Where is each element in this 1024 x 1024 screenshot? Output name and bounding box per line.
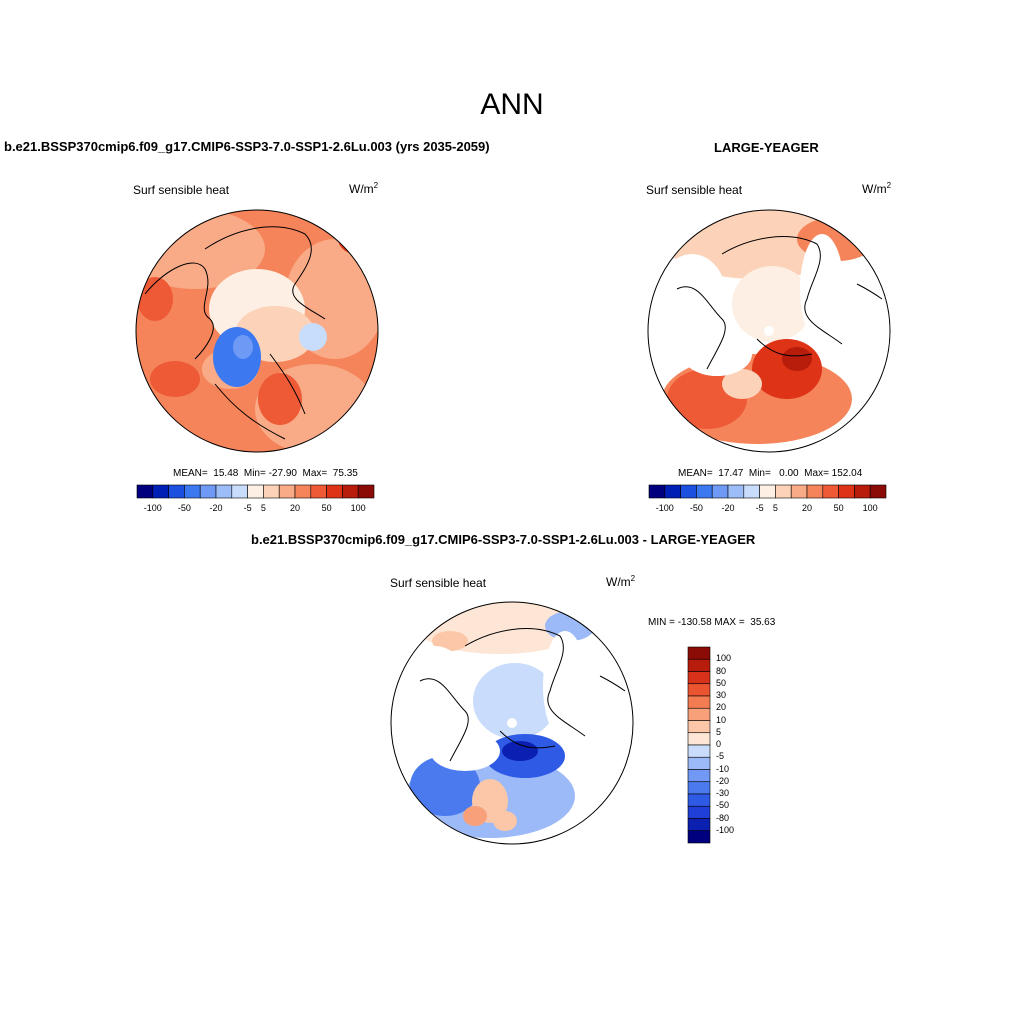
colorbar-swatch: [687, 658, 711, 672]
colorbar-swatch: [687, 756, 711, 770]
colorbar-tick-label: -100: [143, 503, 162, 513]
colorbar-swatch: [664, 484, 681, 499]
colorbar-swatch: [790, 484, 808, 499]
colorbar-swatch: [680, 484, 697, 499]
colorbar-tick-label: 30: [716, 690, 727, 700]
colorbar-swatch: [822, 484, 839, 499]
colorbar-swatch: [687, 781, 711, 795]
colorbar-tick-label: -50: [716, 800, 730, 811]
colorbar-swatch: [727, 484, 745, 499]
colorbar-tick-label: -20: [209, 503, 223, 513]
panel-diff-units-label: W/m2: [606, 574, 636, 589]
colorbar-swatch: [687, 683, 711, 697]
colorbar-swatch: [215, 484, 233, 499]
colorbar-swatch: [247, 484, 264, 499]
colorbar-tick-label: 5: [772, 503, 778, 513]
panel-test-polar-map: [135, 209, 379, 453]
colorbar-tick-label: 10: [716, 714, 727, 725]
panel-diff-polar-map: [390, 601, 634, 845]
colorbar-tick-label: -30: [716, 788, 730, 798]
colorbar-swatch: [648, 484, 666, 499]
panel-diff-stats: MIN = -130.58 MAX = 35.63: [648, 617, 776, 628]
panel-test-case-title: b.e21.BSSP370cmip6.f09_g17.CMIP6-SSP3-7.…: [4, 139, 490, 154]
colorbar-swatch: [696, 484, 713, 499]
colorbar-tick-label: 20: [289, 503, 301, 513]
colorbar-swatch: [687, 707, 711, 721]
panel-test-stats: MEAN= 15.48 Min= -27.90 Max= 75.35: [173, 468, 358, 479]
colorbar-swatch: [199, 484, 217, 499]
colorbar-swatch: [806, 484, 824, 499]
colorbar-swatch: [294, 484, 312, 499]
panel-diff-case-title: b.e21.BSSP370cmip6.f09_g17.CMIP6-SSP3-7.…: [251, 532, 756, 547]
colorbar-swatch: [152, 484, 169, 499]
panel-obs-variable-label: Surf sensible heat: [646, 183, 743, 197]
colorbar-tick-label: -50: [689, 503, 703, 513]
colorbar-swatch: [687, 720, 711, 734]
colorbar-tick-label: -100: [655, 503, 674, 513]
colorbar-tick-label: -20: [721, 503, 735, 513]
colorbar-swatch: [687, 671, 711, 685]
colorbar-tick-label: 5: [716, 726, 722, 737]
panel-diff-colorbar-ticks: 100 80 50 30 20 10 5 0 -5 -10 -20 -30 -50 -80 -100: [716, 647, 756, 843]
colorbar-tick-label: -50: [177, 503, 191, 513]
panel-obs-stats: MEAN= 17.47 Min= 0.00 Max= 152.04: [678, 468, 863, 479]
colorbar-swatch: [687, 769, 711, 783]
colorbar-swatch: [854, 484, 871, 499]
colorbar-swatch: [838, 484, 855, 499]
colorbar-tick-label: 100: [862, 503, 878, 513]
colorbar-swatch: [326, 484, 343, 499]
colorbar-swatch: [168, 484, 185, 499]
colorbar-swatch: [136, 484, 154, 499]
colorbar-swatch: [743, 484, 760, 499]
panel-test-colorbar: [136, 484, 375, 499]
colorbar-tick-label: 50: [321, 503, 332, 513]
colorbar-tick-label: -100: [716, 824, 735, 835]
colorbar-swatch: [310, 484, 327, 499]
panel-test-variable-label: Surf sensible heat: [133, 183, 230, 197]
colorbar-swatch: [687, 793, 711, 807]
colorbar-swatch: [775, 484, 792, 499]
panel-obs-colorbar: [648, 484, 887, 499]
colorbar-tick-label: 100: [350, 503, 366, 513]
colorbar-swatch: [687, 744, 711, 758]
colorbar-swatch: [184, 484, 201, 499]
panel-test-units-label: W/m2: [349, 181, 379, 196]
colorbar-tick-label: 5: [260, 503, 266, 513]
panel-obs-units-label: W/m2: [862, 181, 892, 196]
colorbar-tick-label: 20: [801, 503, 813, 513]
colorbar-tick-label: 50: [833, 503, 844, 513]
colorbar-tick-label: 80: [716, 665, 727, 676]
colorbar-swatch: [357, 484, 375, 499]
colorbar-tick-label: 0: [716, 739, 722, 749]
colorbar-swatch: [687, 805, 711, 819]
colorbar-tick-label: -5: [755, 503, 764, 513]
colorbar-swatch: [711, 484, 729, 499]
page-title: ANN: [480, 88, 544, 121]
colorbar-swatch: [687, 818, 711, 832]
colorbar-tick-label: -10: [716, 763, 730, 774]
panel-obs-case-title: LARGE-YEAGER: [714, 140, 819, 155]
panel-obs-polar-map: [647, 209, 891, 453]
colorbar-swatch: [231, 484, 248, 499]
colorbar-tick-label: -5: [243, 503, 252, 513]
panel-obs-colorbar-ticks: -100 -50 -20 -5 5 20 50 100: [649, 503, 886, 515]
colorbar-tick-label: -80: [716, 812, 730, 823]
colorbar-swatch: [687, 732, 711, 746]
panel-diff-variable-label: Surf sensible heat: [390, 576, 487, 590]
colorbar-tick-label: -20: [716, 775, 730, 786]
panel-test-colorbar-ticks: -100 -50 -20 -5 5 20 50 100: [137, 503, 374, 515]
colorbar-tick-label: -5: [716, 751, 725, 762]
colorbar-swatch: [278, 484, 296, 499]
colorbar-swatch: [869, 484, 887, 499]
colorbar-swatch: [342, 484, 359, 499]
colorbar-swatch: [263, 484, 280, 499]
colorbar-tick-label: 50: [716, 677, 727, 688]
panel-diff-colorbar: [687, 646, 711, 844]
colorbar-swatch: [687, 646, 711, 660]
colorbar-swatch: [759, 484, 776, 499]
colorbar-swatch: [687, 830, 711, 844]
colorbar-tick-label: 100: [716, 653, 732, 664]
colorbar-tick-label: 20: [716, 702, 727, 713]
colorbar-swatch: [687, 695, 711, 709]
